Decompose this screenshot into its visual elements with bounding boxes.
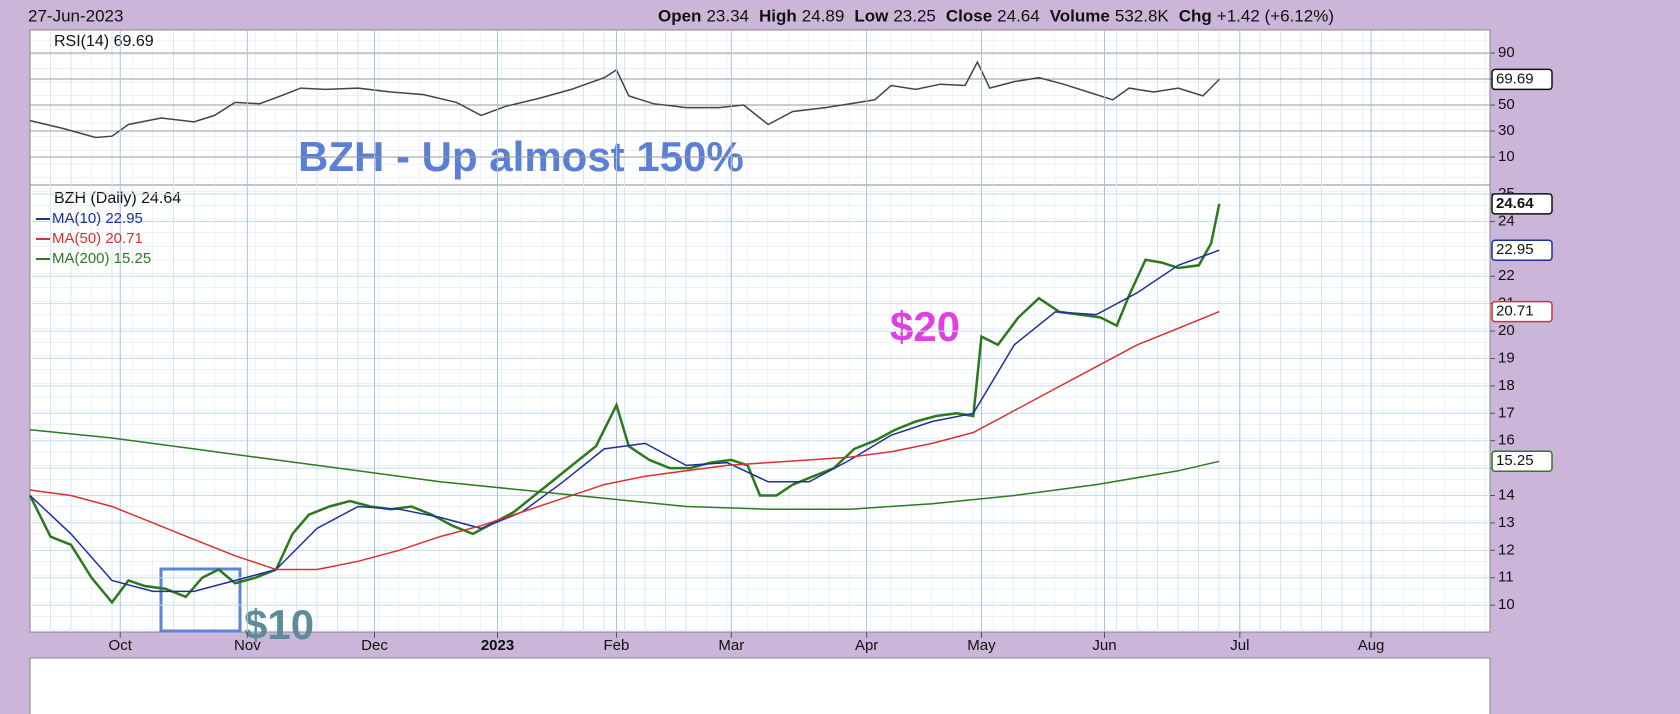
legend-entry: MA(10) 22.95 [52, 210, 143, 227]
x-tick-label: 2023 [481, 637, 514, 654]
series-line [28, 203, 1221, 605]
annotation: $10 [244, 601, 314, 648]
y-tick-label: 50 [1498, 96, 1515, 113]
x-tick-label: Apr [855, 637, 878, 654]
x-tick-label: Oct [109, 637, 133, 654]
y-tick-label: 12 [1498, 541, 1515, 558]
x-tick-label: Mar [718, 637, 744, 654]
value-tag [1491, 68, 1553, 91]
y-tick-label: 24 [1498, 212, 1515, 229]
y-tick-label: 14 [1498, 486, 1515, 503]
series-line [29, 428, 1220, 510]
value-tag [1491, 450, 1553, 473]
y-tick-label: 30 [1498, 122, 1515, 139]
value-tag-label: 24.64 [1496, 195, 1534, 212]
y-tick-label: 20 [1498, 322, 1515, 339]
header-value: 23.25 [893, 6, 936, 25]
header-label: High [759, 6, 797, 25]
value-tag-label: 15.25 [1496, 452, 1534, 469]
value-tag-label: 22.95 [1496, 241, 1534, 258]
value-tag-label: 69.69 [1496, 70, 1534, 87]
header-label: Open [658, 6, 701, 25]
x-tick-label: Jun [1092, 637, 1116, 654]
y-tick-label: 10 [1498, 596, 1515, 613]
volume-panel [29, 657, 1491, 714]
header-value: 23.34 [706, 6, 749, 25]
legend-entry: MA(200) 15.25 [52, 250, 151, 267]
highlight-box [159, 567, 242, 633]
header-value: 24.89 [802, 6, 845, 25]
y-tick-label: 10 [1498, 148, 1515, 165]
x-tick-label: May [967, 637, 996, 654]
date: 27-Jun-2023 [28, 6, 123, 25]
y-tick-label: 11 [1498, 569, 1514, 586]
x-tick-label: Dec [361, 637, 388, 654]
value-tag-label: 20.71 [1496, 303, 1534, 320]
series-line [29, 249, 1220, 593]
header-value: 532.8K [1115, 6, 1170, 25]
y-tick-label: 22 [1498, 267, 1515, 284]
header-value: 24.64 [997, 6, 1040, 25]
header-value: +1.42 (+6.12%) [1217, 6, 1334, 25]
x-tick-label: Nov [234, 637, 261, 654]
y-tick-label: 19 [1498, 349, 1515, 366]
x-tick-label: Jul [1230, 637, 1249, 654]
y-tick-label: 90 [1498, 44, 1515, 61]
value-tag [1491, 193, 1553, 215]
x-tick-label: Feb [604, 637, 630, 654]
header-label: Chg [1179, 6, 1212, 25]
header-label: Low [854, 6, 889, 25]
header-label: Close [946, 6, 992, 25]
value-tag [1491, 239, 1553, 261]
legend-entry: MA(50) 20.71 [52, 230, 143, 247]
y-tick-label: 18 [1498, 377, 1515, 394]
x-tick-label: Aug [1358, 637, 1385, 654]
y-tick-label: 13 [1498, 514, 1515, 531]
price-legend: BZH (Daily) 24.64 [54, 190, 181, 207]
header-label: Volume [1050, 6, 1110, 25]
rsi-legend: RSI(14) 69.69 [54, 33, 154, 50]
annotation: $20 [890, 303, 960, 350]
series-line [29, 310, 1220, 571]
series-line [29, 60, 1220, 139]
y-tick-label: 17 [1498, 404, 1515, 421]
value-tag [1491, 300, 1553, 323]
y-tick-label: 16 [1498, 432, 1515, 449]
